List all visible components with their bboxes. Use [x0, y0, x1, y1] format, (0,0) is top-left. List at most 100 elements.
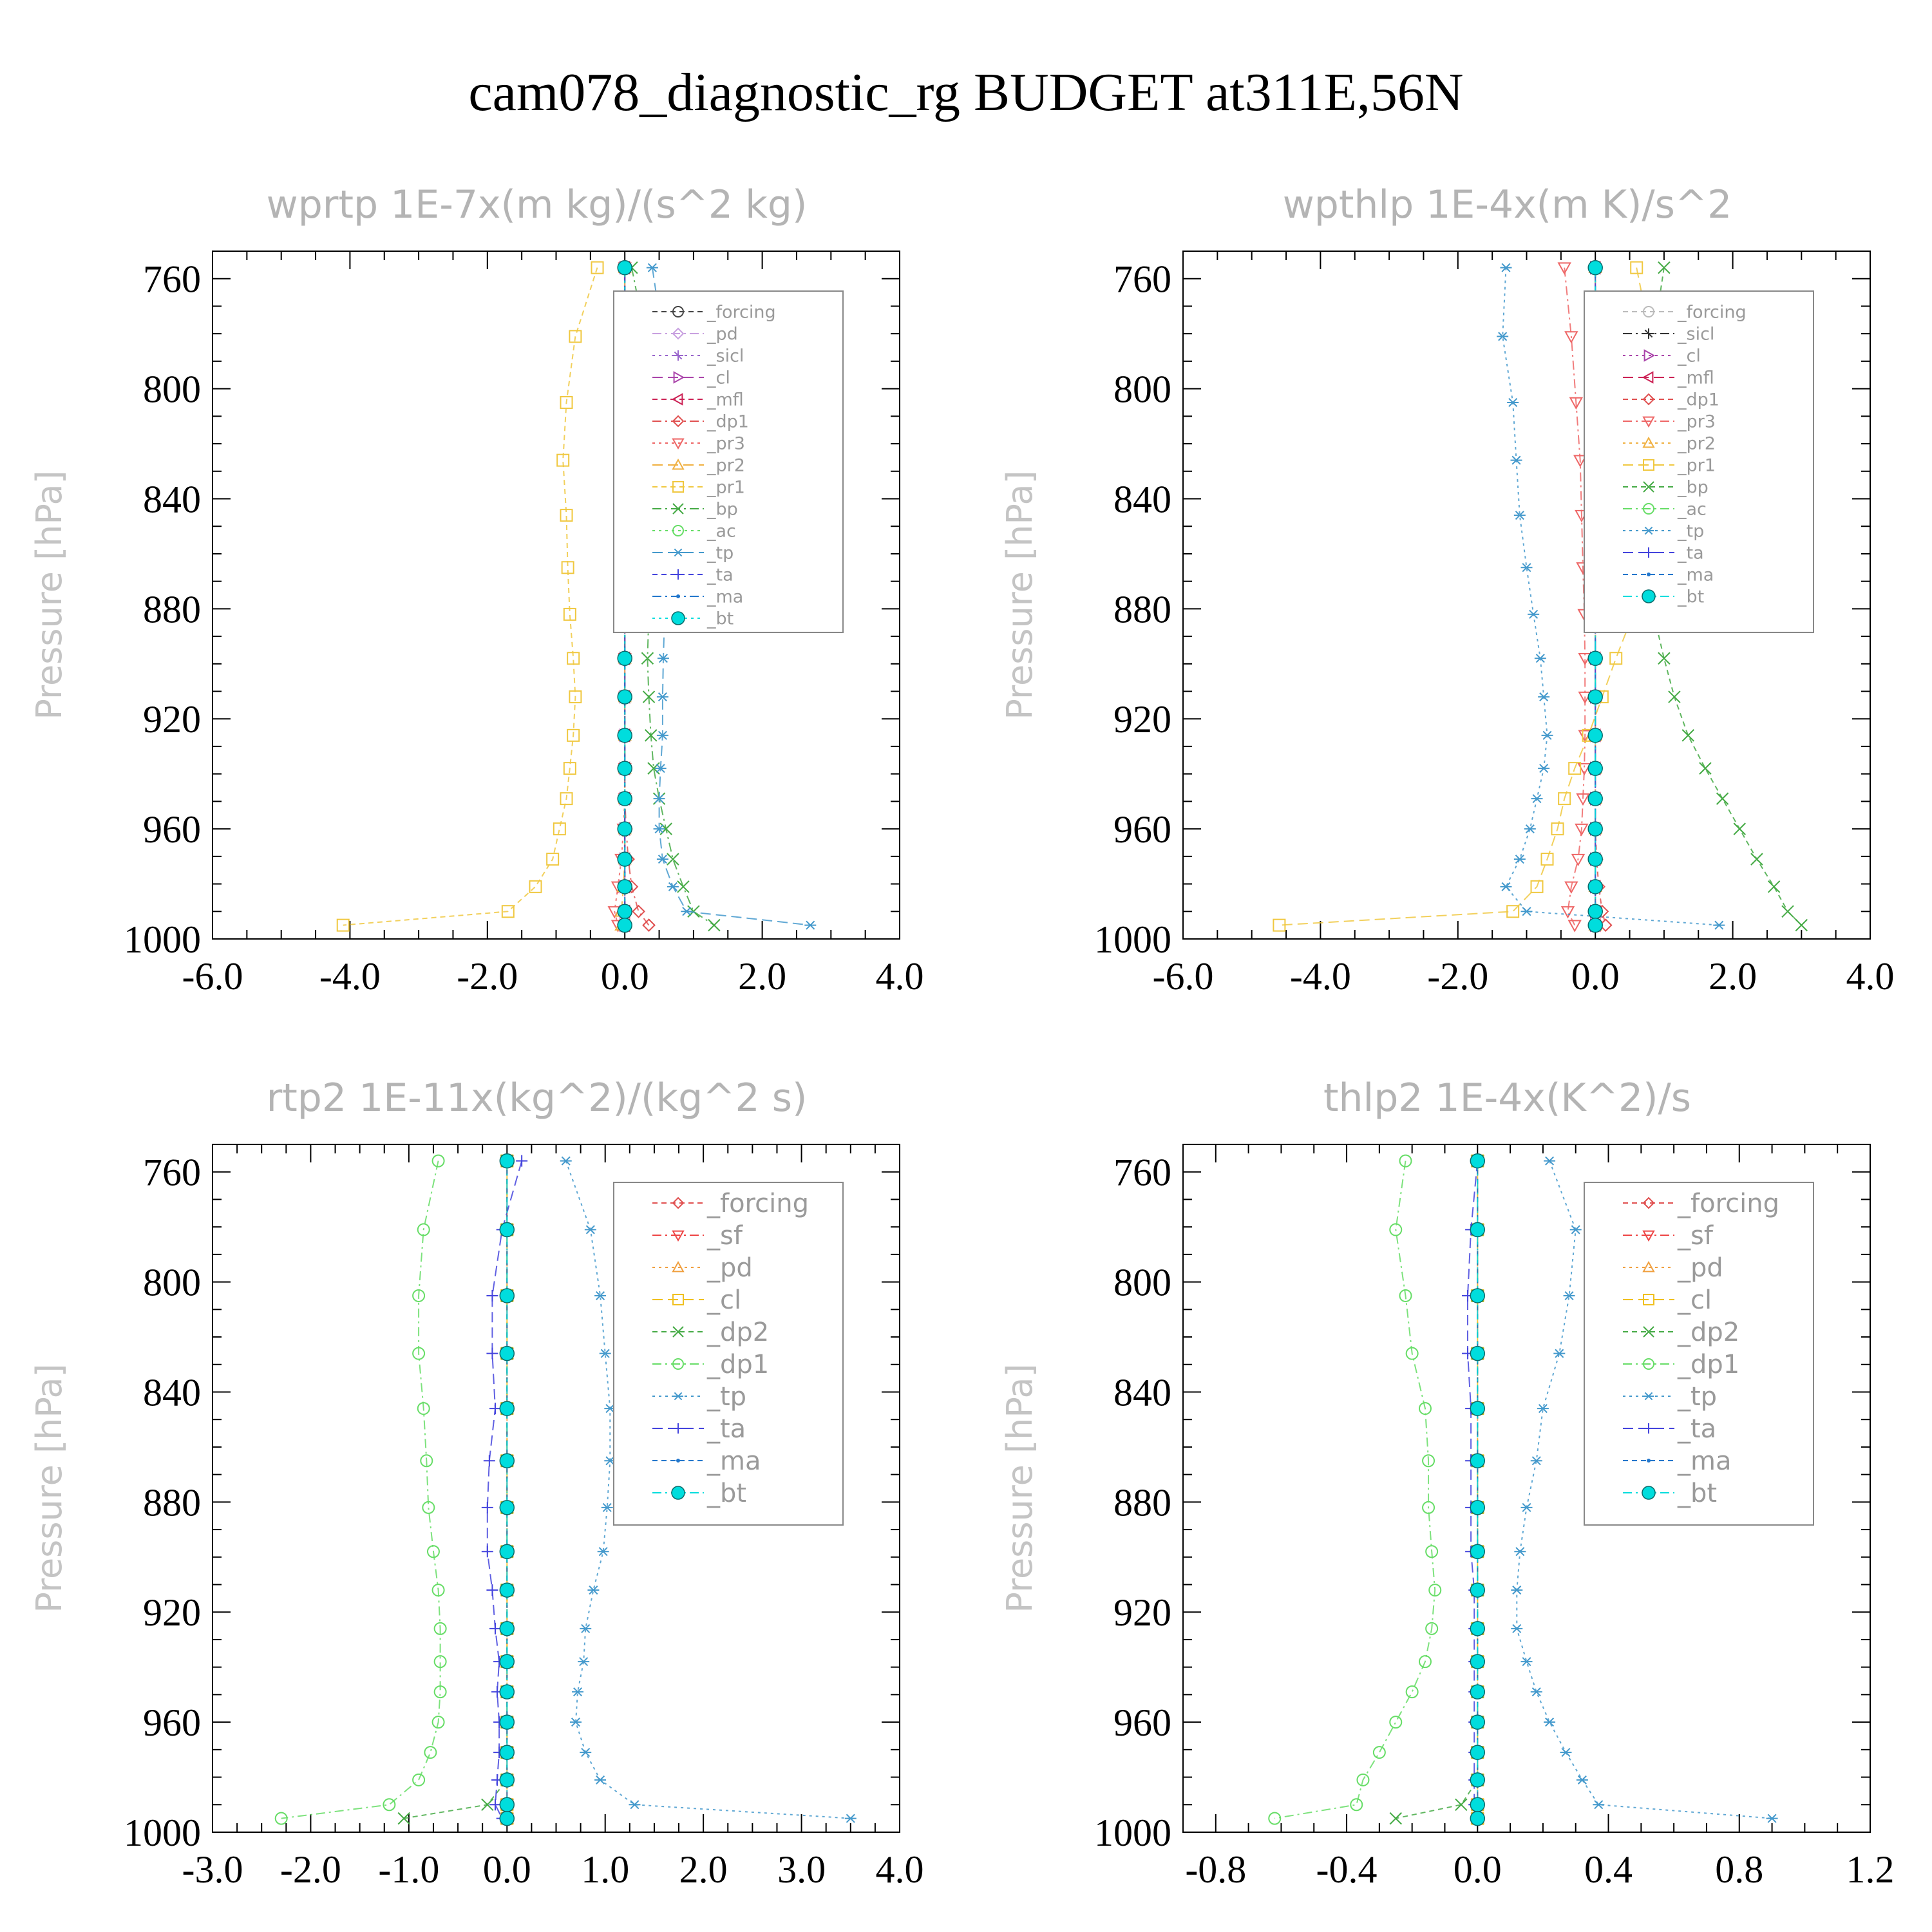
data-point: [653, 794, 665, 804]
data-point: [1470, 1621, 1486, 1636]
legend-label: _ta: [706, 565, 734, 585]
data-point: [1541, 730, 1553, 740]
legend-label: _dp1: [1677, 390, 1719, 410]
data-point: [1511, 1586, 1523, 1595]
data-point: [617, 689, 632, 705]
y-axis-label: Pressure [hPa]: [999, 470, 1040, 719]
legend-marker: [1643, 1392, 1654, 1401]
data-point: [617, 650, 632, 667]
legend-label: _dp1: [706, 412, 749, 431]
data-point: [653, 824, 665, 834]
data-point: [617, 761, 632, 776]
panel-wpthlp: wpthlp 1E-4x(m K)/s^2 Pressure [hPa] 760 80…: [999, 182, 1895, 998]
legend-marker: [1643, 503, 1654, 515]
x-tick-label: 0.0: [1454, 1848, 1502, 1891]
legend-label: _pd: [706, 1253, 753, 1283]
plot-frame: [1182, 1144, 1871, 1833]
data-point: [424, 1746, 437, 1759]
data-point: [1713, 920, 1725, 930]
data-point: [569, 1718, 582, 1727]
legend-label: _dp1: [706, 1350, 769, 1379]
data-point: [1587, 689, 1603, 705]
y-tick-label: 1000: [1094, 1812, 1171, 1854]
data-point: [844, 1814, 857, 1823]
data-point: [1569, 1225, 1582, 1235]
legend-label: _tp: [1677, 521, 1704, 541]
data-point: [617, 821, 632, 837]
data-point: [1587, 761, 1603, 776]
data-point: [433, 1655, 447, 1669]
data-point: [677, 880, 690, 893]
x-tick-label: 1.0: [581, 1848, 629, 1891]
y-tick-label: 840: [143, 1371, 201, 1414]
data-point: [1422, 1454, 1435, 1468]
panel-rtp2: rtp2 1E-11x(kg^2)/(kg^2 s) Pressure [hPa]…: [29, 1075, 924, 1891]
y-tick-label: 960: [1113, 808, 1171, 851]
legend-label: _ma: [706, 587, 743, 607]
data-point: [599, 1349, 611, 1358]
data-point: [654, 764, 667, 773]
data-point: [1553, 1349, 1566, 1358]
data-point: [1513, 855, 1526, 864]
data-point: [1766, 1814, 1778, 1823]
data-point: [499, 1401, 515, 1416]
legend-marker: [1642, 416, 1655, 428]
y-tick-label: 960: [143, 1701, 201, 1744]
y-tick-label: 840: [1113, 478, 1171, 520]
data-point: [1514, 1547, 1526, 1557]
data-point: [1750, 853, 1763, 866]
data-point: [417, 1223, 430, 1236]
legend-marker: [673, 548, 683, 557]
data-point: [1630, 261, 1643, 274]
data-point: [656, 692, 668, 702]
data-point: [1531, 794, 1543, 804]
data-point: [1389, 1716, 1403, 1729]
y-tick-label: 800: [1113, 368, 1171, 411]
x-tick-label: 1.2: [1846, 1848, 1895, 1891]
data-point: [1530, 1687, 1542, 1697]
data-point: [499, 1288, 515, 1303]
legend-label: _sicl: [1677, 324, 1714, 344]
legend-label: _bt: [706, 609, 734, 629]
data-point: [1587, 650, 1603, 667]
legend-marker: [1642, 1230, 1655, 1242]
panel-title: wpthlp 1E-4x(m K)/s^2: [1283, 182, 1732, 227]
legend: _forcing _sf_pd_cl _dp2 _dp1 _tp_ta_ma _bt: [613, 1182, 844, 1526]
data-point: [594, 1775, 607, 1785]
data-point: [1524, 824, 1536, 834]
panel-thlp2: thlp2 1E-4x(K^2)/s Pressure [hPa] 760 800 84…: [999, 1075, 1895, 1891]
legend-marker: [1647, 573, 1651, 576]
legend-label: _forcing: [706, 302, 776, 322]
data-point: [499, 1714, 515, 1730]
legend-label: _ma: [1677, 1446, 1731, 1476]
legend-box: [613, 290, 844, 633]
legend-label: _tp: [706, 543, 734, 563]
data-point: [499, 1345, 515, 1361]
legend-label: _bt: [706, 1479, 746, 1508]
data-point: [499, 1654, 515, 1669]
data-point: [274, 1812, 288, 1825]
x-tick-label: 4.0: [876, 1848, 924, 1891]
data-point: [1587, 260, 1603, 276]
data-point: [486, 1347, 498, 1359]
data-point: [433, 1685, 447, 1699]
legend-label: _tp: [706, 1382, 746, 1412]
data-point: [656, 855, 668, 864]
data-point: [1511, 1624, 1523, 1633]
y-tick-label: 920: [1113, 698, 1171, 741]
data-point: [1356, 1773, 1370, 1786]
data-point: [1425, 1622, 1439, 1635]
x-tick-label: 0.4: [1584, 1848, 1633, 1891]
data-point: [483, 1455, 495, 1467]
legend-label: _tp: [1677, 1382, 1717, 1412]
data-point: [1520, 1502, 1533, 1512]
data-point: [1795, 918, 1808, 932]
legend: _forcing_sicl_cl_mfl_dp1_pr3_pr2_pr1_bp_…: [1584, 290, 1814, 633]
legend-marker: [1643, 306, 1654, 317]
data-point: [383, 1798, 396, 1812]
legend-marker: [671, 1486, 685, 1500]
data-point: [489, 1799, 501, 1811]
data-point: [560, 792, 573, 806]
legend-marker: [673, 371, 685, 384]
